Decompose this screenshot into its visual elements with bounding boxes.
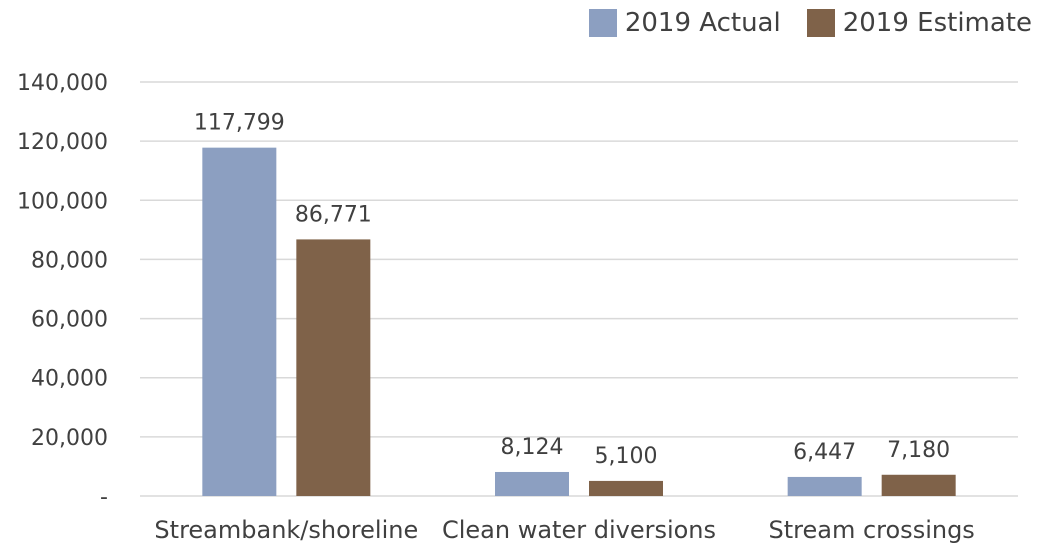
legend-swatch-actual bbox=[588, 9, 617, 37]
bar bbox=[296, 239, 371, 496]
x-tick-label: Streambank/shoreline bbox=[154, 516, 418, 544]
bar bbox=[495, 471, 569, 496]
legend-item-actual: 2019 Actual bbox=[588, 8, 781, 38]
y-tick-label: 60,000 bbox=[31, 308, 108, 333]
y-tick-label: 140,000 bbox=[17, 71, 108, 96]
bar bbox=[787, 476, 862, 496]
y-tick-label: 80,000 bbox=[31, 248, 108, 273]
bar bbox=[881, 474, 956, 496]
data-label: 5,100 bbox=[595, 444, 658, 469]
x-tick-label: Stream crossings bbox=[769, 516, 975, 544]
legend-swatch-estimate bbox=[806, 9, 835, 37]
legend-label-estimate: 2019 Estimate bbox=[842, 8, 1032, 38]
bar bbox=[202, 147, 277, 496]
y-tick-label: - bbox=[100, 485, 108, 510]
data-label: 86,771 bbox=[295, 202, 372, 227]
data-label: 117,799 bbox=[194, 111, 285, 136]
data-label: 8,124 bbox=[501, 435, 564, 460]
bar bbox=[589, 480, 663, 496]
legend-item-estimate: 2019 Estimate bbox=[806, 8, 1032, 38]
data-label: 6,447 bbox=[793, 440, 856, 465]
y-tick-label: 100,000 bbox=[17, 189, 108, 214]
legend-label-actual: 2019 Actual bbox=[624, 8, 781, 38]
data-label: 7,180 bbox=[887, 438, 950, 463]
y-tick-label: 120,000 bbox=[17, 130, 108, 155]
legend: 2019 Actual 2019 Estimate bbox=[588, 8, 1032, 38]
x-tick-label: Clean water diversions bbox=[442, 516, 716, 544]
y-tick-label: 40,000 bbox=[31, 367, 108, 392]
y-tick-label: 20,000 bbox=[31, 426, 108, 451]
